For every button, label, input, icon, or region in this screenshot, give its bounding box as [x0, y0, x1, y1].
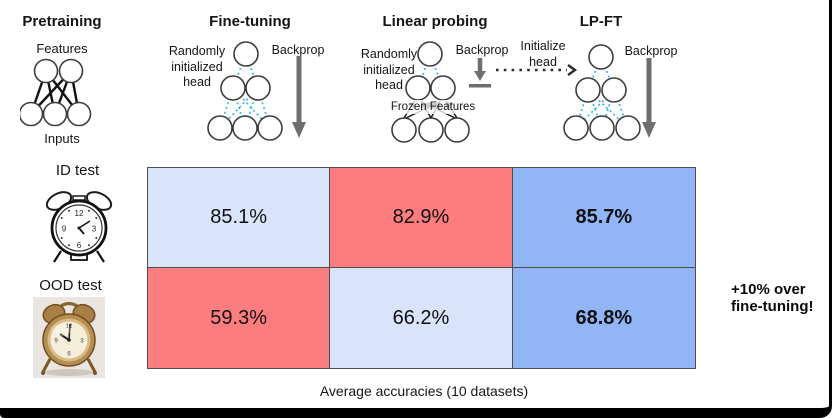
fine-tuning-head-label: Randomly initialized head	[168, 44, 226, 89]
pretraining-title: Pretraining	[22, 13, 102, 30]
table-cell-ood-linear-probing: 66.2%	[330, 268, 513, 368]
linear-probing-head-label: Randomly initialized head	[360, 47, 418, 92]
fine-tuning-title: Fine-tuning	[209, 13, 291, 30]
inputs-label: Inputs	[44, 131, 80, 146]
fine-tuning-backprop-label: Backprop	[271, 43, 325, 57]
cell-value: 66.2%	[392, 306, 450, 329]
svg-text:3: 3	[92, 225, 97, 234]
improvement-callout: +10% over fine-tuning!	[731, 281, 814, 315]
accuracy-table: 85.1% 82.9% 85.7% 59.3% 66.2% 68.8%	[147, 167, 696, 369]
table-cell-id-lp-ft: 85.7%	[512, 168, 695, 268]
initialize-head-dotted-arrow-icon	[496, 64, 578, 76]
table-cell-ood-lp-ft: 68.8%	[512, 268, 695, 368]
linear-probing-backprop-label: Backprop	[455, 43, 509, 57]
cell-value: 59.3%	[210, 306, 268, 329]
svg-text:3: 3	[80, 339, 84, 345]
fine-tuning-backprop-arrow-icon	[292, 56, 306, 138]
cell-value: 68.8%	[575, 306, 633, 329]
table-cell-ood-fine-tuning: 59.3%	[148, 268, 331, 368]
table-cell-id-fine-tuning: 85.1%	[148, 168, 331, 268]
linear-probing-title: Linear probing	[382, 13, 488, 30]
fine-tuning-network-icon	[207, 41, 283, 141]
svg-text:6: 6	[67, 352, 71, 358]
table-cell-id-linear-probing: 82.9%	[330, 168, 513, 268]
ood-test-clock-photo-icon: 12 3 6 9	[33, 297, 105, 378]
lp-ft-backprop-arrow-icon	[642, 58, 656, 138]
lp-ft-title: LP-FT	[579, 13, 623, 30]
id-test-clock-sketch-icon: 12 3 6 9	[45, 191, 113, 263]
table-caption: Average accuracies (10 datasets)	[319, 383, 529, 399]
cell-value: 85.7%	[575, 206, 633, 228]
id-test-label: ID test	[55, 162, 100, 179]
linear-probing-backprop-stopped-arrow-icon	[469, 58, 491, 88]
ood-test-label: OOD test	[39, 277, 102, 294]
svg-text:12: 12	[75, 209, 84, 218]
svg-text:6: 6	[77, 241, 82, 250]
linear-probing-network-icon	[391, 41, 470, 143]
cell-value: 85.1%	[210, 206, 268, 228]
pretraining-network-icon	[20, 58, 92, 127]
lp-ft-backprop-label: Backprop	[624, 44, 678, 58]
lp-ft-network-icon	[563, 44, 641, 141]
frozen-features-label: Frozen Features	[389, 100, 477, 114]
svg-text:9: 9	[62, 225, 67, 234]
svg-text:9: 9	[54, 339, 58, 345]
cell-value: 82.9%	[392, 206, 450, 228]
initialize-head-label: Initialize head	[520, 39, 566, 69]
features-label: Features	[36, 41, 88, 56]
